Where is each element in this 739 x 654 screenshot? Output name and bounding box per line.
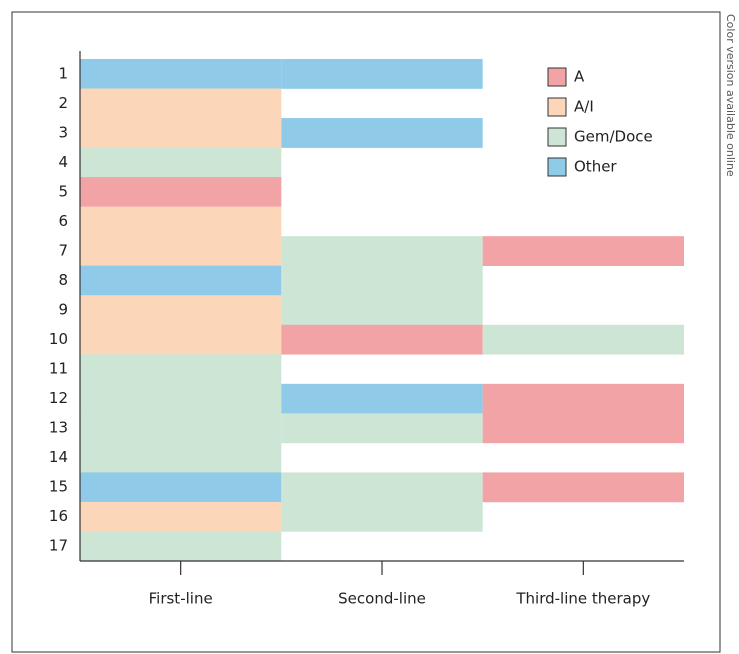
x-tick-label: Third-line therapy: [515, 590, 650, 608]
row-label: 9: [58, 301, 68, 319]
row-label: 1: [58, 64, 68, 82]
cell: [80, 236, 282, 267]
row-label: 2: [58, 94, 68, 112]
legend-swatch: [547, 157, 567, 177]
cell: [80, 531, 282, 562]
cell: [80, 324, 282, 355]
row-label: 12: [49, 389, 68, 407]
legend-label: Gem/Doce: [574, 128, 653, 146]
legend-swatch: [547, 67, 567, 87]
cell: [80, 59, 282, 89]
row-label: 10: [49, 330, 68, 348]
legend-label: Other: [574, 158, 617, 176]
row-label: 6: [58, 212, 68, 230]
cell: [281, 324, 483, 355]
row-label: 16: [49, 507, 68, 525]
cell: [281, 472, 483, 503]
cell: [281, 413, 483, 444]
cell: [281, 295, 483, 326]
row-label: 3: [58, 123, 68, 141]
cell: [80, 206, 282, 237]
row-label: 8: [58, 271, 68, 289]
row-label: 14: [49, 448, 68, 466]
legend-swatch: [547, 97, 567, 117]
cell: [482, 383, 684, 414]
cell: [80, 501, 282, 532]
cell: [80, 295, 282, 326]
cell: [80, 442, 282, 473]
cell: [80, 265, 282, 296]
cell: [281, 501, 483, 532]
cell: [482, 236, 684, 267]
cell: [281, 236, 483, 267]
legend-swatch: [547, 127, 567, 147]
x-tick-label: Second-line: [338, 590, 426, 608]
cell: [80, 472, 282, 503]
cell: [482, 472, 684, 503]
cell: [482, 324, 684, 355]
cell: [482, 413, 684, 444]
x-tick-label: First-line: [149, 590, 213, 608]
cell: [80, 354, 282, 385]
cell: [281, 59, 483, 89]
cell: [80, 383, 282, 414]
row-label: 7: [58, 241, 68, 259]
row-label: 5: [58, 182, 68, 200]
cell: [80, 177, 282, 207]
cell: [281, 383, 483, 414]
cell: [80, 118, 282, 148]
legend-label: A/I: [574, 98, 594, 116]
cell: [281, 265, 483, 296]
row-label: 17: [49, 537, 68, 555]
cell: [80, 88, 282, 119]
row-label: 15: [49, 478, 68, 496]
cell: [281, 118, 483, 148]
cell: [80, 413, 282, 444]
side-note: Color version available online: [724, 14, 737, 177]
row-label: 13: [49, 419, 68, 437]
frame: [11, 11, 721, 653]
legend-label: A: [574, 68, 585, 86]
row-label: 4: [58, 153, 68, 171]
row-label: 11: [49, 360, 68, 378]
cell: [80, 147, 282, 178]
